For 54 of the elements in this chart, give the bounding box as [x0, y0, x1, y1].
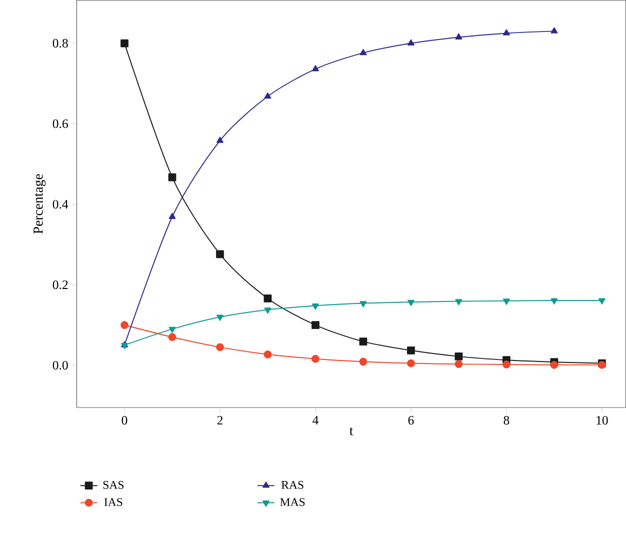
legend-label: SAS: [103, 480, 124, 489]
point: [216, 136, 224, 143]
point: [312, 320, 320, 329]
point: [407, 359, 415, 368]
point: [168, 326, 176, 333]
point: [360, 300, 367, 308]
x-tick-label: 6: [408, 416, 414, 424]
point: [168, 212, 176, 219]
x-tick-label: 8: [504, 416, 510, 424]
point: [264, 294, 272, 302]
y-tick-label: 0.0: [52, 360, 68, 370]
point: [502, 298, 510, 305]
x-tick-label: 4: [312, 416, 318, 424]
point: [454, 352, 463, 360]
point: [502, 360, 510, 368]
point: [120, 320, 128, 329]
y-tick-label: 0.8: [52, 38, 68, 48]
y-tick-label: 0.6: [52, 119, 68, 128]
point: [216, 343, 224, 351]
legend-label: IAS: [104, 498, 122, 506]
point: [359, 358, 368, 366]
point: [312, 354, 320, 363]
point: [360, 48, 367, 55]
x-tick-label: 0: [122, 416, 128, 424]
point: [312, 64, 319, 72]
point: [264, 350, 272, 358]
point: [312, 303, 319, 310]
legend-label: RAS: [281, 480, 304, 489]
y-axis-title: Percentage: [34, 174, 46, 234]
y-tick-label: 0.2: [52, 280, 68, 289]
point: [168, 173, 176, 182]
point: [455, 33, 462, 40]
point: [264, 92, 272, 98]
point: [120, 39, 128, 48]
x-tick-label: 2: [217, 416, 222, 424]
point: [407, 300, 414, 306]
point: [216, 250, 224, 258]
legend-label: MAS: [280, 498, 305, 506]
point: [502, 29, 510, 36]
point: [407, 39, 414, 46]
point: [216, 314, 224, 321]
point: [598, 298, 606, 304]
point: [359, 337, 368, 346]
x-tick-label: 10: [596, 416, 608, 424]
y-tick-label: 0.4: [52, 200, 68, 208]
point: [264, 307, 272, 314]
point: [407, 346, 415, 354]
point: [168, 333, 176, 341]
point: [455, 298, 462, 306]
point: [550, 298, 558, 304]
point: [550, 360, 558, 369]
point: [550, 27, 558, 34]
x-axis-title: t: [350, 427, 354, 436]
point: [454, 360, 463, 368]
